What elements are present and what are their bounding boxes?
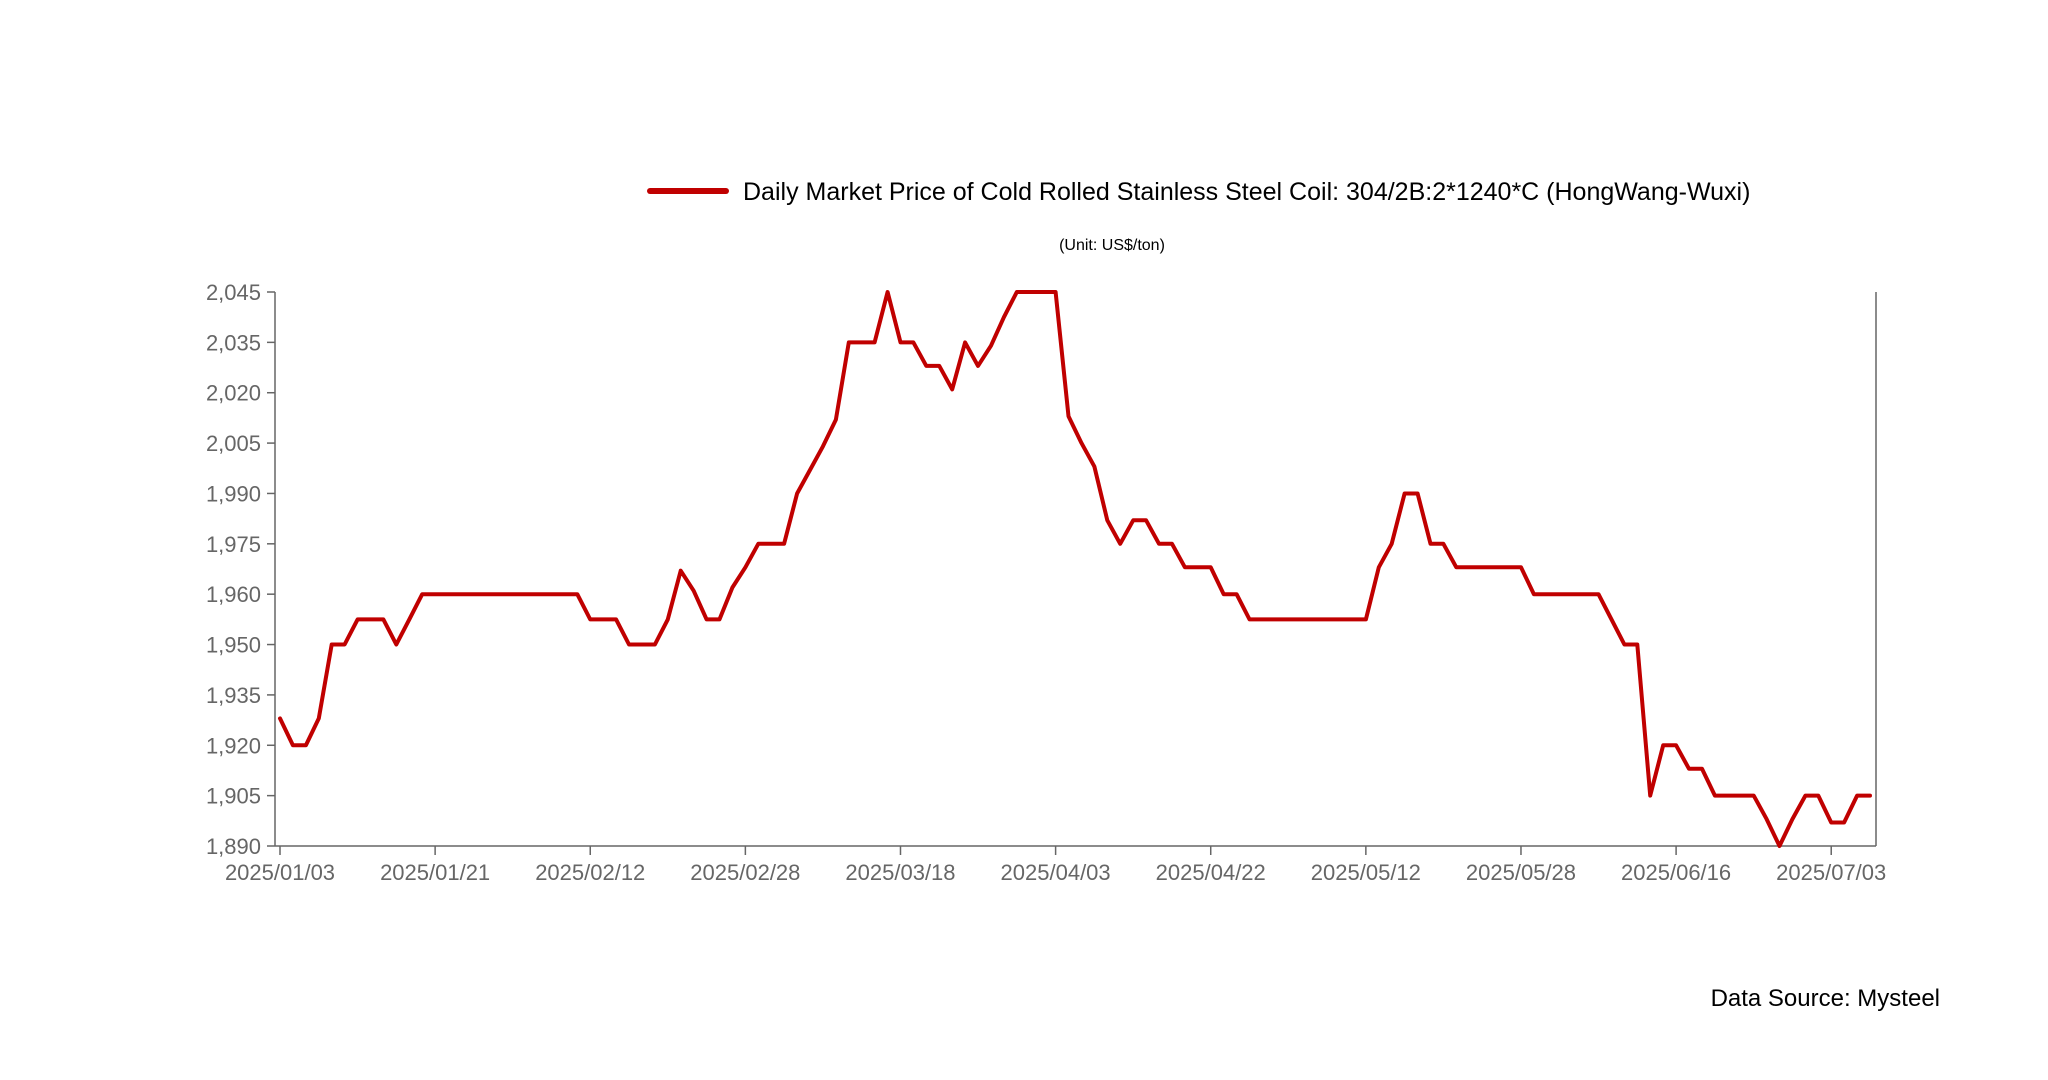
chart-unit-subtitle: (Unit: US$/ton) (1059, 237, 1165, 254)
y-tick-label: 2,045 (206, 280, 261, 305)
y-tick-label: 1,990 (206, 481, 261, 506)
y-tick-label: 1,935 (206, 683, 261, 708)
y-tick-label: 1,920 (206, 733, 261, 758)
legend: Daily Market Price of Cold Rolled Stainl… (650, 178, 1750, 206)
x-tick-label: 2025/05/28 (1466, 860, 1576, 885)
y-tick-label: 1,905 (206, 784, 261, 809)
price-series-line (280, 292, 1870, 846)
y-tick-label: 1,950 (206, 633, 261, 658)
x-tick-label: 2025/01/03 (225, 860, 335, 885)
x-axis-ticks: 2025/01/03 2025/01/21 2025/02/12 2025/02/28… (225, 846, 1886, 885)
x-tick-label: 2025/02/28 (690, 860, 800, 885)
x-tick-label: 2025/04/22 (1156, 860, 1266, 885)
x-tick-label: 2025/05/12 (1311, 860, 1421, 885)
data-source-note: Data Source: Mysteel (1711, 985, 1940, 1012)
y-tick-label: 1,960 (206, 582, 261, 607)
x-tick-label: 2025/03/18 (845, 860, 955, 885)
y-axis-ticks: 1,890 1,905 1,920 1,935 1,950 1,960 1,975 1,990… (206, 280, 275, 859)
x-tick-label: 2025/07/03 (1776, 860, 1886, 885)
y-tick-label: 1,890 (206, 834, 261, 859)
x-tick-label: 2025/06/16 (1621, 860, 1731, 885)
x-tick-label: 2025/02/12 (535, 860, 645, 885)
axes (275, 292, 1876, 846)
y-tick-label: 2,035 (206, 330, 261, 355)
y-tick-label: 2,020 (206, 381, 261, 406)
y-tick-label: 2,005 (206, 431, 261, 456)
x-tick-label: 2025/01/21 (380, 860, 490, 885)
y-tick-label: 1,975 (206, 532, 261, 557)
x-tick-label: 2025/04/03 (1001, 860, 1111, 885)
series-group (280, 292, 1870, 846)
legend-label: Daily Market Price of Cold Rolled Stainl… (743, 178, 1750, 206)
